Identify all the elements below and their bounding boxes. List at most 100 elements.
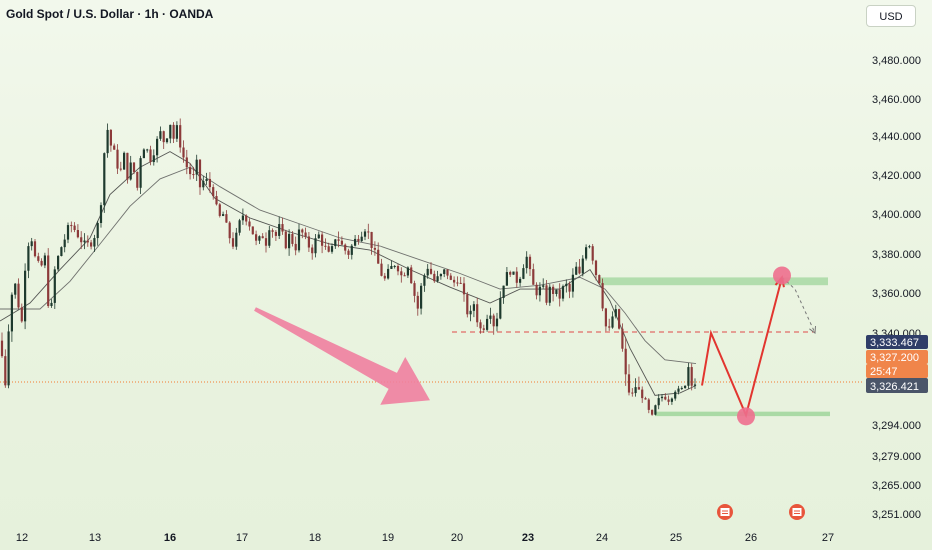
candle-body [225, 214, 228, 223]
candle-body [73, 225, 76, 231]
candle-body [251, 226, 254, 235]
candle-body [634, 387, 637, 394]
candle-body [20, 307, 23, 322]
y-tick-label: 3,440.000 [872, 131, 921, 143]
price-badge [866, 378, 928, 393]
candle-body [561, 286, 565, 299]
x-tick-label: 19 [382, 532, 394, 544]
candle-body [644, 398, 647, 400]
candle-body [344, 244, 347, 251]
candle-body [469, 310, 472, 315]
candle-body [198, 159, 202, 188]
candle-body [231, 238, 235, 247]
x-tick-label: 16 [164, 532, 176, 544]
y-tick-label: 3,480.000 [872, 55, 921, 67]
candle-body [608, 326, 611, 328]
candle-body [175, 125, 178, 139]
candle-body [614, 309, 617, 317]
target-circle-top [773, 266, 791, 285]
candle-body [37, 256, 40, 261]
candle-body [350, 245, 353, 255]
candle-body [129, 162, 132, 180]
candle-body [525, 256, 528, 269]
candle-body [581, 258, 584, 274]
x-axis: 12 13 16 17 18 19 20 23 24 25 26 27 [16, 532, 834, 544]
candle-body [297, 229, 301, 251]
candle-body [307, 236, 310, 248]
y-tick-label: 3,420.000 [872, 170, 921, 182]
candle-body [558, 289, 561, 299]
price-badge-label: 3,327.200 [870, 352, 919, 364]
candle-body [410, 267, 413, 284]
currency-button[interactable]: USD [866, 5, 916, 27]
candle-body [354, 238, 357, 246]
pink-trend-arrow [254, 307, 430, 405]
candle-body [512, 271, 515, 275]
y-tick-label: 3,251.000 [872, 509, 921, 521]
candle-body [228, 222, 231, 239]
candle-body [113, 145, 116, 150]
candle-body [60, 247, 63, 257]
candle-body [76, 230, 79, 238]
x-tick-label: 23 [522, 532, 534, 544]
candle-body [106, 129, 109, 154]
price-badge-label: 3,333.467 [870, 337, 919, 349]
candle-body [63, 239, 66, 248]
candle-body [212, 187, 215, 197]
candle-body [152, 155, 155, 163]
candle-body [433, 273, 436, 282]
candle-body [17, 283, 20, 308]
moving-averages-layer [0, 151, 697, 396]
price-badge [866, 350, 928, 364]
y-tick-label: 3,279.000 [872, 451, 921, 463]
candle-body [660, 396, 664, 399]
candle-body [340, 240, 343, 245]
candle-body [7, 331, 10, 386]
candle-body [317, 234, 320, 239]
candle-body [119, 168, 122, 170]
candle-body [281, 224, 284, 232]
candle-body [515, 271, 518, 283]
candle-body [621, 328, 624, 349]
candle-body [423, 275, 426, 286]
x-tick-label: 24 [596, 532, 608, 544]
x-tick-label: 17 [236, 532, 248, 544]
candle-body [393, 265, 396, 267]
candle-body [274, 231, 277, 236]
candle-body [146, 149, 149, 151]
candle-body [578, 266, 581, 274]
candle-body [453, 279, 456, 283]
candle-body [651, 409, 654, 415]
candle-body [380, 263, 383, 276]
candle-body [667, 399, 670, 402]
candle-body [57, 256, 60, 270]
candle-body [416, 295, 419, 309]
candle-body [304, 232, 307, 237]
candle-body [535, 284, 538, 296]
candle-body [337, 239, 340, 241]
candle-body [215, 196, 218, 205]
candle-body [472, 304, 475, 311]
candle-body [40, 260, 43, 266]
candle-body [426, 268, 429, 276]
candle-body [132, 162, 136, 172]
forecast-path [701, 277, 783, 419]
y-tick-label: 3,380.000 [872, 249, 921, 261]
candle-body [179, 125, 182, 148]
candle-body [575, 266, 578, 275]
candle-body [591, 246, 594, 261]
candle-body [116, 149, 119, 169]
candle-body [109, 129, 112, 146]
candle-body [301, 229, 304, 233]
candle-body [528, 256, 532, 270]
candle-body [403, 275, 406, 277]
candle-body [24, 270, 27, 322]
candle-body [690, 367, 693, 386]
candle-body [413, 283, 416, 296]
candles-layer [0, 118, 697, 416]
candle-body [264, 238, 268, 246]
candle-body [449, 275, 452, 280]
candle-body [347, 250, 350, 255]
